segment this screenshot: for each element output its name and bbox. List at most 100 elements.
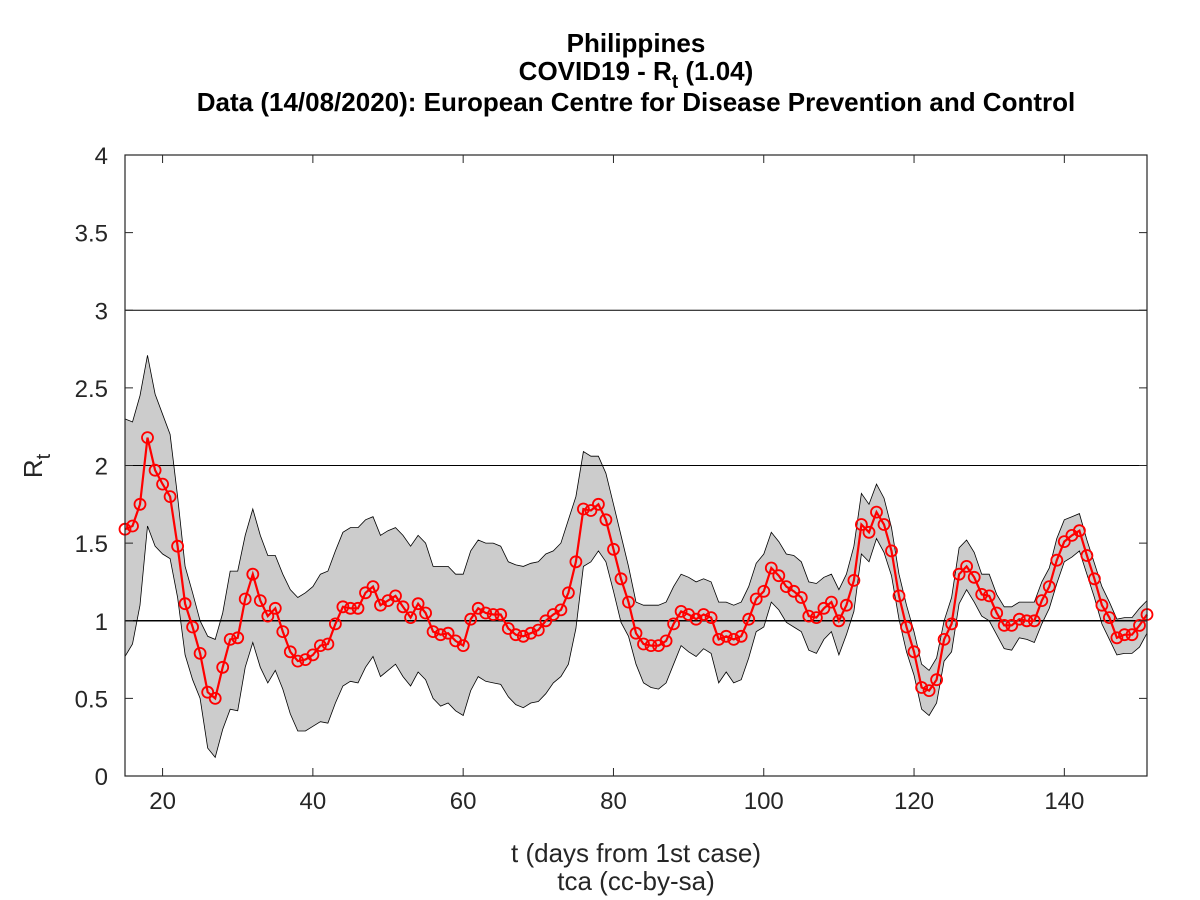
rt-point — [148, 463, 162, 477]
title-metric-prefix: COVID19 - R — [519, 56, 672, 86]
rt-point — [817, 601, 831, 615]
rt-point — [629, 626, 643, 640]
rt-point — [524, 626, 538, 640]
rt-point — [697, 608, 710, 621]
rt-point — [216, 660, 230, 674]
rt-point — [141, 431, 154, 445]
rt-point — [389, 589, 402, 603]
rt-point — [607, 542, 620, 556]
title-country: Philippines — [567, 28, 706, 58]
rt-point — [479, 606, 493, 620]
rt-point — [276, 625, 290, 638]
y-tick-label: 0.5 — [75, 686, 108, 713]
rt-point — [907, 645, 921, 659]
rt-point — [667, 617, 680, 631]
rt-point — [261, 609, 275, 623]
rt-point — [757, 584, 771, 598]
rt-point — [862, 525, 876, 539]
rt-point — [1027, 614, 1041, 628]
y-tick-label: 3.5 — [75, 221, 108, 248]
rt-point — [268, 601, 282, 615]
rt-point — [614, 572, 628, 586]
rt-point — [336, 600, 350, 614]
rt-point — [749, 592, 763, 606]
rt-point — [208, 692, 222, 705]
rt-point — [201, 685, 215, 699]
rt-point — [584, 504, 598, 517]
y-tick-label: 2.5 — [75, 376, 108, 403]
rt-point — [967, 570, 981, 584]
rt-point — [313, 639, 327, 652]
rt-point — [1118, 628, 1131, 642]
rt-point — [531, 623, 545, 637]
rt-point — [231, 631, 245, 645]
rt-point — [599, 513, 613, 527]
rt-point — [246, 567, 260, 581]
rt-point — [554, 603, 568, 617]
rt-point — [343, 601, 357, 615]
rt-point — [411, 597, 425, 611]
rt-point — [441, 626, 455, 640]
rt-point — [825, 595, 838, 609]
rt-point — [832, 614, 846, 628]
footer-credit: tca (cc-by-sa) — [557, 866, 714, 896]
rt-point — [915, 681, 928, 694]
rt-point — [659, 634, 673, 648]
rt-point — [1050, 553, 1064, 567]
y-axis-label: Rt — [18, 453, 55, 478]
confidence-band — [125, 355, 1147, 758]
band-lower-edge — [124, 525, 1148, 759]
rt-point — [186, 620, 200, 634]
rt-point — [126, 519, 139, 533]
rt-point — [592, 497, 605, 511]
rt-point — [644, 639, 658, 652]
rt-point — [840, 598, 853, 612]
rt-point — [321, 637, 335, 651]
y-tick-label: 4 — [95, 143, 108, 170]
rt-point — [486, 608, 500, 621]
rt-point — [937, 633, 951, 646]
rt-point — [1012, 612, 1026, 626]
ticks-layer: 20 40 60 80 100 120 140 0 0.5 1 1.5 2 2.5 3 3.5 4 — [75, 143, 1147, 815]
chart-title: Philippines COVID19 - Rt (1.04) Data (14… — [197, 28, 1075, 117]
rt-point — [1103, 611, 1116, 624]
rt-point — [742, 612, 756, 626]
rt-point — [238, 592, 252, 606]
rt-point — [712, 633, 726, 646]
rt-point — [1057, 535, 1071, 548]
rt-point — [223, 633, 237, 646]
rt-point — [622, 595, 635, 609]
rt-point — [990, 606, 1004, 620]
rt-point — [253, 594, 267, 607]
rt-point — [870, 505, 883, 519]
rt-point — [975, 588, 989, 601]
title-metric-subscript: t — [672, 72, 679, 93]
rt-point — [945, 617, 958, 631]
rt-point — [351, 601, 365, 615]
rt-point — [1095, 598, 1109, 612]
title-metric: COVID19 - Rt (1.04) — [519, 56, 754, 93]
x-tick-label: 20 — [149, 788, 176, 815]
rt-point — [539, 614, 553, 628]
rt-point — [982, 589, 996, 603]
rt-point — [366, 580, 380, 593]
y-axis-label-main: R — [18, 459, 48, 478]
band-upper-edge — [124, 355, 1148, 672]
rt-point — [434, 628, 448, 642]
rt-point — [419, 606, 433, 620]
y-axis-label-subscript: t — [33, 453, 55, 459]
rt-point — [727, 633, 741, 646]
rt-point — [178, 597, 192, 611]
rt-point — [787, 584, 801, 598]
rt-point — [171, 539, 185, 553]
rt-point — [764, 561, 778, 575]
rt-point — [1073, 524, 1086, 538]
rt-point — [569, 555, 583, 569]
rt-point — [306, 648, 320, 662]
x-tick-label: 60 — [450, 788, 477, 815]
rt-point — [328, 617, 342, 631]
y-tick-label: 2 — [95, 454, 108, 481]
rt-point — [997, 619, 1011, 632]
rt-point — [501, 622, 515, 635]
rt-point — [794, 591, 808, 604]
